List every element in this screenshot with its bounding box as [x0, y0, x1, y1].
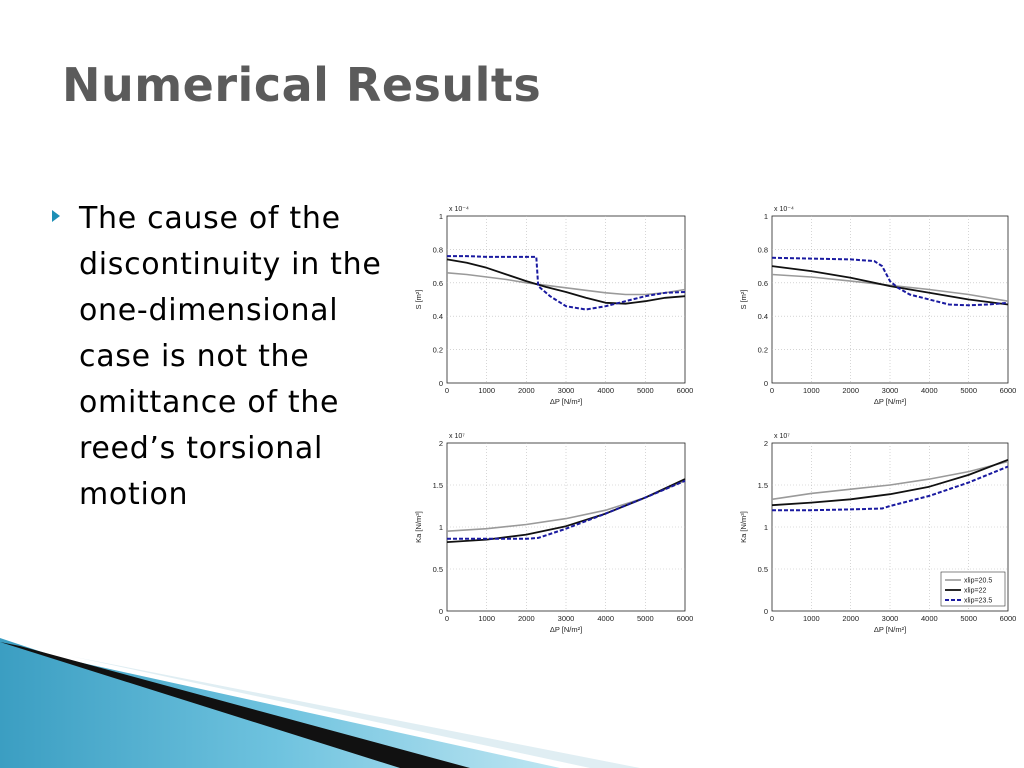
x-tick-label: 5000: [637, 386, 654, 395]
y-tick-label: 0.6: [758, 279, 768, 288]
bullet-list: The cause of the discontinuity in the on…: [52, 196, 397, 518]
x-tick-label: 4000: [921, 614, 938, 623]
y-tick-label: 0.5: [433, 565, 443, 574]
swoosh-blue: [0, 638, 560, 768]
x-tick-label: 3000: [882, 614, 899, 623]
y-exponent-label: x 10⁷: [449, 433, 465, 440]
y-tick-label: 0.8: [758, 245, 768, 254]
x-tick-label: 3000: [558, 386, 575, 395]
x-tick-label: 3000: [882, 386, 899, 395]
chart-legend: xlip=20.5 xlip=22 xlip=23.5: [940, 571, 1006, 607]
y-tick-label: 0: [764, 379, 768, 388]
series-line-xlip=23.5: [447, 255, 686, 311]
x-tick-label: 1000: [478, 614, 495, 623]
x-tick-label: 4000: [597, 614, 614, 623]
x-tick-label: 0: [770, 386, 774, 395]
legend-label: xlip=20.5: [964, 578, 992, 585]
series-line-xlip=23.5: [772, 465, 1009, 512]
y-tick-label: 0.8: [433, 245, 443, 254]
y-tick-label: 0.4: [433, 312, 443, 321]
y-tick-label: 0: [439, 607, 443, 616]
legend-label: xlip=22: [964, 588, 986, 595]
x-tick-label: 2000: [842, 386, 859, 395]
y-exponent-label: x 10⁷: [774, 433, 790, 440]
results-figure: 0 1000 2000 3000 4000 5000 600000.20.40.60.81x…: [414, 206, 1016, 634]
y-tick-label: 0.2: [758, 346, 768, 355]
x-tick-label: 0: [445, 614, 449, 623]
x-tick-label: 5000: [960, 386, 977, 395]
x-tick-label: 6000: [1000, 386, 1017, 395]
x-tick-label: 4000: [597, 386, 614, 395]
x-tick-label: 2000: [842, 614, 859, 623]
y-tick-label: 1: [439, 523, 443, 532]
y-axis-label: S [m²]: [739, 290, 748, 310]
swoosh-black: [0, 642, 470, 768]
y-tick-label: 0.6: [433, 279, 443, 288]
series-line-xlip=20.5: [771, 460, 1009, 501]
triangle-bullet-icon: [52, 210, 60, 222]
y-tick-label: 2: [439, 439, 443, 448]
x-tick-label: 6000: [1000, 614, 1017, 623]
series-line-xlip=22: [446, 258, 686, 305]
x-tick-label: 1000: [478, 386, 495, 395]
y-tick-label: 2: [764, 439, 768, 448]
x-tick-label: 1000: [803, 614, 820, 623]
series-line-xlip=23.5: [771, 256, 1009, 307]
x-axis-label: ΔP [N/m²]: [874, 625, 906, 634]
y-tick-label: 0.5: [758, 565, 768, 574]
y-axis-label: Ka [N/m³]: [739, 511, 748, 543]
slide-title: Numerical Results: [62, 58, 542, 112]
x-tick-label: 5000: [960, 614, 977, 623]
chart-panel-bottom-left: 0 1000 2000 3000 4000 5000 6000 0 0.5 1 1.5 2 x 10⁷ Δ…: [414, 433, 693, 634]
decorative-swoosh: [0, 638, 640, 768]
x-tick-label: 2000: [518, 614, 535, 623]
chart-panel-top-right: 0 1000 2000 3000 4000 5000 6000 0 0.2 0.4 0.6 0.8 1x…: [739, 206, 1016, 406]
x-tick-label: 3000: [558, 614, 575, 623]
series-line-xlip=22: [771, 265, 1009, 306]
x-tick-label: 1000: [803, 386, 820, 395]
x-axis-label: ΔP [N/m²]: [874, 397, 906, 406]
y-tick-label: 1.5: [433, 481, 443, 490]
y-tick-label: 0: [439, 379, 443, 388]
x-tick-label: 6000: [677, 614, 694, 623]
x-tick-label: 6000: [677, 386, 694, 395]
x-tick-label: 0: [445, 386, 449, 395]
y-tick-label: 0.2: [433, 346, 443, 355]
x-axis-label: ΔP [N/m²]: [550, 397, 582, 406]
x-tick-label: 0: [770, 614, 774, 623]
series-line-xlip=23.5: [447, 479, 686, 540]
series-line-xlip=20.5: [446, 272, 686, 296]
legend-label: xlip=23.5: [964, 598, 992, 605]
y-tick-label: 1.5: [758, 481, 768, 490]
y-axis-label: S [m²]: [414, 290, 423, 310]
chart-panel-bottom-right: 0 1000 2000 3000 4000 5000 6000 0 0.5 1 1.5 2 x 10⁷ Δ…: [739, 433, 1016, 634]
x-tick-label: 5000: [637, 614, 654, 623]
y-exponent-label: x 10⁻⁴: [774, 206, 794, 213]
y-axis-label: Ka [N/m³]: [414, 511, 423, 543]
x-tick-label: 4000: [921, 386, 938, 395]
y-tick-label: 0: [764, 607, 768, 616]
y-exponent-label: x 10⁻⁴: [449, 206, 469, 213]
x-axis-label: ΔP [N/m²]: [550, 625, 582, 634]
bullet-text: The cause of the discontinuity in the on…: [79, 201, 382, 512]
chart-panel-top-left: 0 1000 2000 3000 4000 5000 6000 0 0.2 0.4 0.6 0.8 1x…: [414, 206, 693, 406]
y-tick-label: 0.4: [758, 312, 768, 321]
y-tick-label: 1: [439, 212, 443, 221]
y-tick-label: 1: [764, 212, 768, 221]
x-tick-label: 2000: [518, 386, 535, 395]
series-line-xlip=22: [771, 458, 1009, 507]
y-tick-label: 1: [764, 523, 768, 532]
